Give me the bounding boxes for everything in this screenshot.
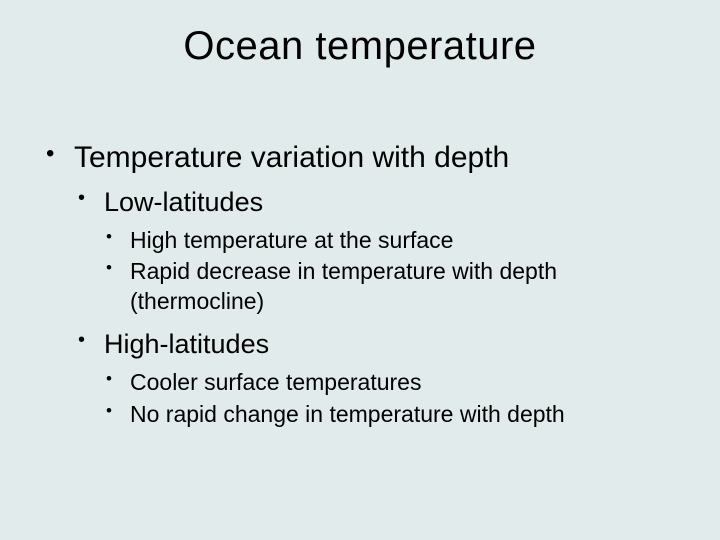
bullet-list-level-3: Cooler surface temperatures No rapid cha… [104,368,680,430]
bullet-item: Temperature variation with depth Low-lat… [40,139,680,430]
bullet-item: Rapid decrease in temperature with depth… [104,257,680,317]
bullet-text: Rapid decrease in temperature with depth… [130,258,557,314]
bullet-item: No rapid change in temperature with dept… [104,400,680,430]
bullet-list-level-1: Temperature variation with depth Low-lat… [40,139,680,430]
bullet-text: High-latitudes [104,329,269,359]
bullet-text: Cooler surface temperatures [130,369,421,395]
bullet-item: Low-latitudes High temperature at the su… [74,185,680,318]
slide-title: Ocean temperature [40,24,680,69]
bullet-text: Low-latitudes [104,187,263,217]
bullet-list-level-3: High temperature at the surface Rapid de… [104,226,680,318]
bullet-text: No rapid change in temperature with dept… [130,401,565,427]
bullet-text: Temperature variation with depth [74,141,509,174]
bullet-list-level-2: Low-latitudes High temperature at the su… [74,185,680,431]
bullet-item: High temperature at the surface [104,226,680,256]
bullet-text: High temperature at the surface [130,227,453,253]
bullet-item: High-latitudes Cooler surface temperatur… [74,327,680,430]
slide: Ocean temperature Temperature variation … [0,0,720,540]
bullet-item: Cooler surface temperatures [104,368,680,398]
